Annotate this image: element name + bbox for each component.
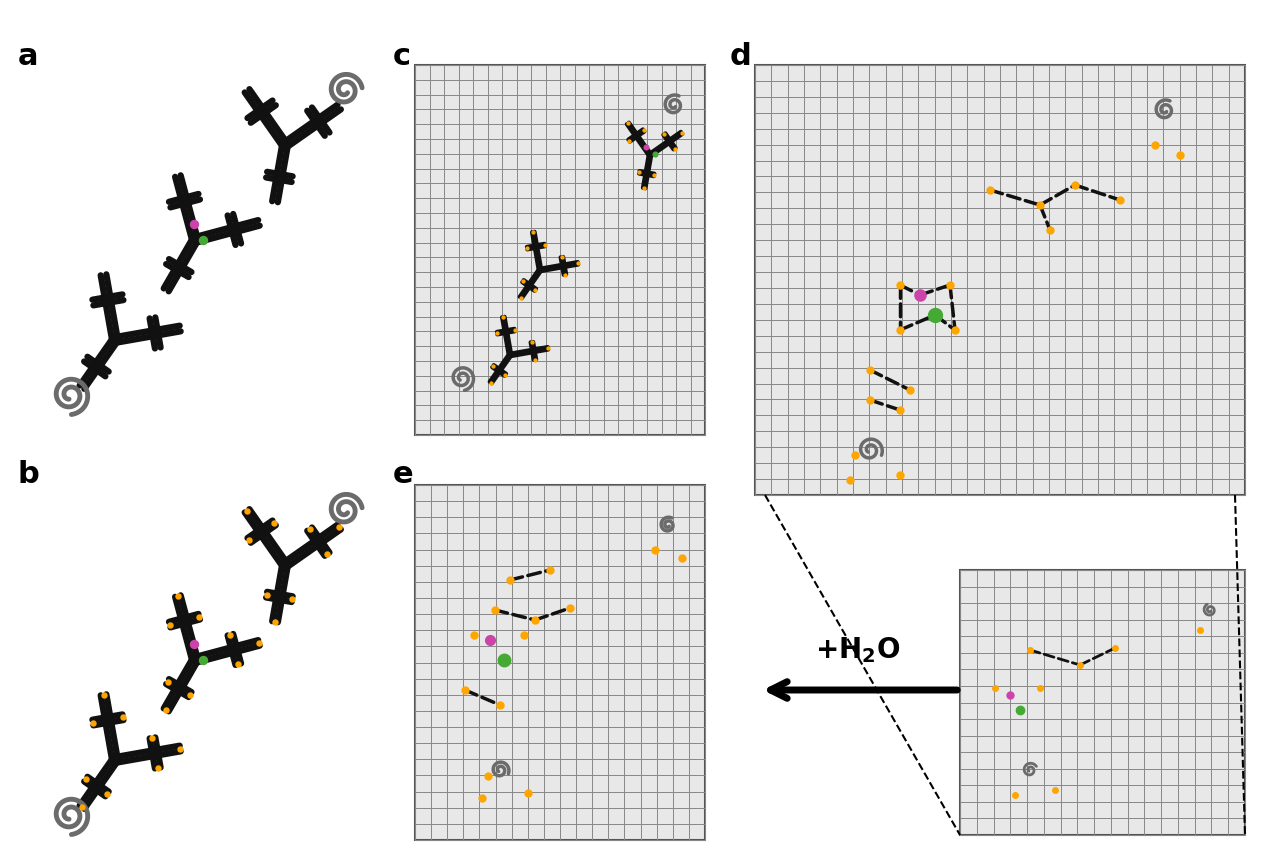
Text: $\mathbf{+H_2O}$: $\mathbf{+H_2O}$ xyxy=(816,635,901,665)
Bar xyxy=(415,485,706,840)
Bar xyxy=(961,570,1245,835)
Text: e: e xyxy=(393,460,414,489)
Text: d: d xyxy=(730,42,751,71)
Bar xyxy=(415,65,706,435)
Bar xyxy=(755,65,1245,495)
Text: b: b xyxy=(18,460,39,489)
Text: a: a xyxy=(18,42,38,71)
Text: c: c xyxy=(393,42,411,71)
